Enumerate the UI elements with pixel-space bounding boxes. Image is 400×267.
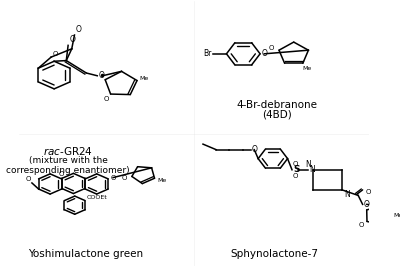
Text: O: O	[293, 173, 298, 179]
Text: Me: Me	[303, 65, 312, 70]
Text: N: N	[344, 190, 350, 199]
Text: (mixture with the: (mixture with the	[29, 156, 108, 165]
Text: N: N	[309, 165, 315, 174]
Text: corresponding enantiomer): corresponding enantiomer)	[6, 166, 130, 175]
Text: N: N	[305, 160, 311, 169]
Text: Yoshimulactone green: Yoshimulactone green	[28, 249, 143, 259]
Text: O: O	[122, 175, 127, 181]
Text: O: O	[69, 34, 75, 44]
Text: O: O	[262, 49, 267, 57]
Text: O: O	[252, 145, 257, 154]
Text: O: O	[110, 175, 116, 180]
Text: Br: Br	[203, 49, 211, 58]
Text: Sphynolactone-7: Sphynolactone-7	[231, 249, 319, 259]
Text: O: O	[103, 96, 108, 102]
Text: O: O	[366, 189, 371, 195]
Text: Me: Me	[393, 213, 400, 218]
Text: Me: Me	[140, 76, 149, 81]
Text: O: O	[75, 25, 81, 34]
Text: 4-Br-debranone: 4-Br-debranone	[236, 100, 317, 110]
Text: COOEt: COOEt	[86, 195, 107, 200]
Text: S: S	[293, 165, 300, 174]
Text: Me: Me	[157, 178, 166, 183]
Text: O: O	[58, 171, 64, 177]
Text: $\it{rac}$-GR24: $\it{rac}$-GR24	[43, 146, 93, 158]
Text: O: O	[52, 50, 58, 57]
Text: O: O	[269, 45, 274, 51]
Text: O: O	[364, 200, 370, 209]
Text: O: O	[358, 222, 364, 228]
Text: O: O	[98, 71, 104, 80]
Text: O: O	[26, 176, 31, 182]
Text: (4BD): (4BD)	[262, 109, 292, 120]
Text: O: O	[293, 161, 298, 167]
